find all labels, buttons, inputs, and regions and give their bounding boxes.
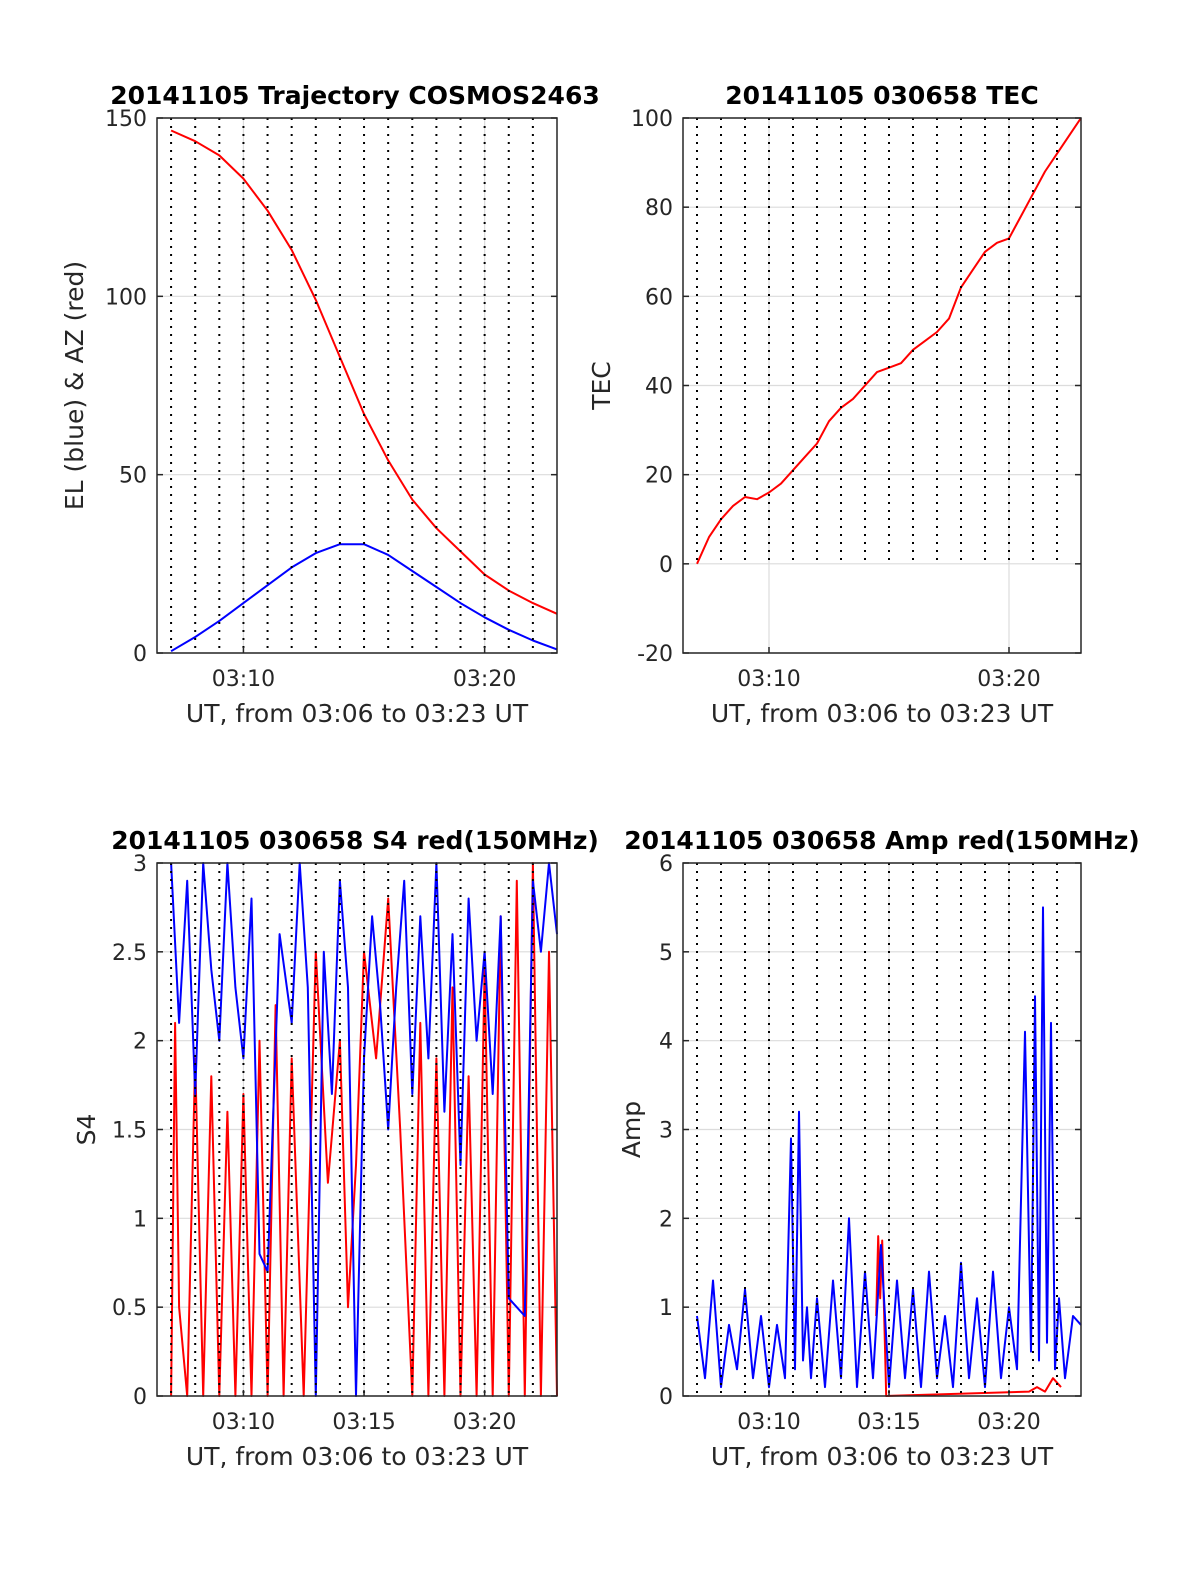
s4-panel: 0 0.5 1 1.5 2 2.5 3 03:10 03:15 03:20 UT, from 03:… — [72, 826, 599, 1471]
s4-ytick-label: 2.5 — [112, 941, 147, 966]
trajectory-ytick-label: 100 — [105, 285, 147, 310]
tec-ytick-label: 100 — [631, 107, 673, 132]
tec-ylabel: TEC — [587, 361, 616, 411]
amp-ytick-label: 6 — [659, 852, 673, 877]
trajectory-ytick-label: 150 — [105, 107, 147, 132]
tec-ytick-label: 40 — [645, 375, 673, 400]
trajectory-axes-box — [156, 117, 558, 654]
amp-xtick-label: 03:15 — [857, 1410, 920, 1435]
s4-xtick-label: 03:10 — [212, 1410, 275, 1435]
s4-title: 20141105 030658 S4 red(150MHz) — [111, 826, 599, 855]
s4-ytick-label: 3 — [133, 852, 147, 877]
trajectory-ylabel: EL (blue) & AZ (red) — [60, 261, 89, 510]
amp-ytick-label: 0 — [659, 1385, 673, 1410]
amp-ylabel: Amp — [617, 1101, 646, 1158]
s4-xlabel: UT, from 03:06 to 03:23 UT — [186, 1442, 529, 1471]
tec-ytick-label: 60 — [645, 285, 673, 310]
tec-xtick-label: 03:10 — [737, 667, 800, 692]
amp-ytick-label: 3 — [659, 1119, 673, 1144]
s4-xtick-label: 03:15 — [332, 1410, 395, 1435]
tec-title: 20141105 030658 TEC — [725, 81, 1038, 110]
tec-ytick-label: -20 — [637, 642, 673, 667]
tec-panel: -20 0 20 40 60 80 100 03:10 03:20 UT, from 03:06 … — [587, 81, 1082, 728]
s4-ylabel: S4 — [72, 1114, 101, 1146]
amp-series-blue-line — [696, 906, 1082, 1389]
amp-ytick-label: 1 — [659, 1296, 673, 1321]
tec-ytick-label: 80 — [645, 196, 673, 221]
trajectory-ytick-label: 50 — [119, 464, 147, 489]
trajectory-xtick-label: 03:10 — [212, 667, 275, 692]
trajectory-series-blue-line — [170, 543, 558, 653]
tec-xlabel: UT, from 03:06 to 03:23 UT — [711, 699, 1054, 728]
amp-panel: 0 1 2 3 4 5 6 03:10 03:15 03:20 UT, from 03:06 to … — [617, 826, 1140, 1471]
trajectory-xlabel: UT, from 03:06 to 03:23 UT — [186, 699, 529, 728]
s4-ytick-label: 1.5 — [112, 1119, 147, 1144]
trajectory-xtick-label: 03:20 — [453, 667, 516, 692]
amp-ytick-label: 5 — [659, 941, 673, 966]
tec-ytick-label: 0 — [659, 553, 673, 578]
tec-xtick-label: 03:20 — [977, 667, 1040, 692]
amp-title: 20141105 030658 Amp red(150MHz) — [624, 826, 1140, 855]
trajectory-title: 20141105 Trajectory COSMOS2463 — [110, 81, 600, 110]
amp-xlabel: UT, from 03:06 to 03:23 UT — [711, 1442, 1054, 1471]
amp-ytick-label: 4 — [659, 1030, 673, 1055]
s4-series-red-line — [170, 862, 558, 1397]
amp-xtick-label: 03:10 — [737, 1410, 800, 1435]
s4-ytick-label: 2 — [133, 1030, 147, 1055]
s4-series-blue-line — [170, 862, 558, 1397]
trajectory-ytick-label: 0 — [133, 642, 147, 667]
amp-xtick-label: 03:20 — [977, 1410, 1040, 1435]
tec-ytick-label: 20 — [645, 464, 673, 489]
s4-ytick-label: 1 — [133, 1207, 147, 1232]
trajectory-panel: 0 50 100 150 03:10 03:20 UT, from 03:06 to 03:… — [60, 81, 600, 728]
s4-ytick-label: 0.5 — [112, 1296, 147, 1321]
amp-ytick-label: 2 — [659, 1207, 673, 1232]
s4-ytick-label: 0 — [133, 1385, 147, 1410]
s4-xtick-label: 03:20 — [453, 1410, 516, 1435]
